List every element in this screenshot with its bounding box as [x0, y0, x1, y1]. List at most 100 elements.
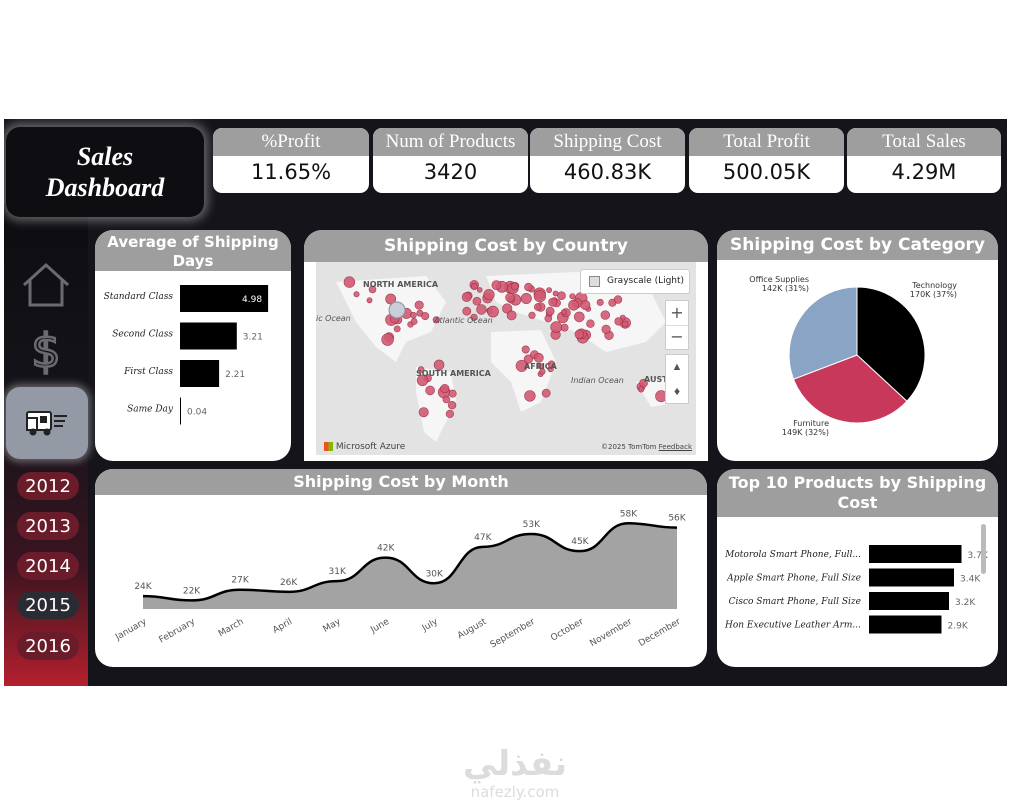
pie-slice-name: Furniture — [793, 419, 829, 428]
watermark: نفذلي nafezly.com — [450, 745, 580, 801]
bar[interactable] — [869, 615, 942, 634]
year-button-2015[interactable]: 2015 — [17, 591, 79, 619]
map-bubble — [410, 311, 417, 319]
map-bubble — [539, 368, 546, 375]
map-bubble — [537, 363, 544, 370]
area-line[interactable] — [142, 522, 678, 602]
pie-slice[interactable] — [856, 286, 926, 402]
map-bubble — [550, 321, 562, 333]
month-tick-label: April — [271, 617, 294, 636]
bar[interactable] — [180, 397, 181, 425]
month-tick-label: September — [489, 617, 537, 651]
map-nav-controls: ▲ ♦ — [665, 354, 689, 404]
map-label-australia: AUSTRAL — [644, 375, 685, 384]
bar[interactable] — [180, 322, 237, 350]
watermark-arabic: نفذلي — [462, 744, 568, 784]
map-bubble — [560, 309, 567, 316]
kpi-profit-percent: %Profit 11.65% — [213, 128, 369, 193]
dashboard-canvas: Sales Dashboard $ 2012 2013 2014 2015 20… — [4, 119, 1007, 686]
map-bubble — [580, 300, 591, 311]
map-bubble — [600, 310, 610, 320]
azure-logo: Microsoft Azure — [324, 442, 405, 452]
map-bubble — [462, 306, 472, 316]
panel-title: Top 10 Products by Shipping Cost — [717, 469, 998, 517]
map-bubble — [560, 323, 569, 332]
kpi-label: Total Sales — [847, 128, 1001, 156]
map-bubble — [470, 282, 478, 290]
kpi-value: 500.05K — [722, 160, 811, 184]
map-bubble — [476, 287, 483, 293]
year-button-2014[interactable]: 2014 — [17, 552, 79, 580]
bar-category-label: Standard Class — [104, 292, 174, 302]
bar-value-label: 0.04 — [187, 408, 207, 418]
month-tick-label: February — [157, 617, 197, 646]
month-tick-label: August — [456, 617, 489, 642]
bar-value-label: 3.4K — [960, 575, 981, 585]
map-bubble — [442, 395, 451, 404]
pitch-icon[interactable]: ▲ — [671, 361, 683, 373]
month-value-label: 53K — [523, 520, 541, 530]
map-bubble — [524, 282, 533, 292]
kpi-total-profit: Total Profit 500.05K — [689, 128, 844, 193]
bar-category-label: First Class — [123, 367, 173, 377]
map-bubble — [393, 325, 401, 333]
map-bubble — [366, 297, 373, 304]
feedback-link[interactable]: Feedback — [658, 443, 692, 451]
zoom-controls: + − — [665, 300, 689, 350]
map-bubble — [638, 386, 645, 393]
map-bubble — [483, 289, 495, 301]
bar-value-label: 4.98 — [242, 295, 262, 305]
bar[interactable] — [180, 285, 269, 312]
map-bubble — [417, 366, 425, 373]
map-bubble — [596, 298, 604, 306]
map-area[interactable]: NORTH AMERICA SOUTH AMERICA AFRICA AUSTR… — [316, 262, 696, 455]
panel-title: Average of Shipping Days — [95, 230, 291, 271]
map-bubble — [568, 299, 579, 311]
pie-slice[interactable] — [788, 286, 858, 380]
kpi-label: %Profit — [213, 128, 369, 156]
avg-shipping-days-panel: Average of Shipping Days Standard Class 4… — [95, 230, 291, 461]
tomtom-credit: ©2025 TomTom — [601, 443, 657, 451]
map-bubble — [447, 401, 457, 410]
zoom-out-button[interactable]: − — [666, 325, 688, 349]
scrollbar[interactable] — [981, 524, 986, 574]
map-label-atlantic: Atlantic Ocean — [434, 316, 493, 325]
compass-icon[interactable]: ♦ — [673, 384, 681, 398]
bar[interactable] — [869, 568, 954, 587]
home-icon[interactable] — [20, 259, 72, 311]
bar[interactable] — [869, 545, 962, 563]
map-label-indian: Indian Ocean — [571, 376, 624, 385]
zoom-in-button[interactable]: + — [670, 303, 684, 322]
kpi-label: Total Profit — [689, 128, 844, 156]
map-bubble — [461, 292, 472, 302]
month-value-label: 27K — [231, 576, 249, 586]
year-button-2016[interactable]: 2016 — [17, 632, 79, 660]
map-bubble — [521, 345, 530, 354]
year-button-2012[interactable]: 2012 — [17, 472, 79, 500]
year-button-2013[interactable]: 2013 — [17, 512, 79, 540]
bar[interactable] — [869, 592, 949, 610]
pie-slice[interactable] — [792, 354, 908, 424]
azure-brand-text: Microsoft Azure — [335, 442, 406, 452]
monthly-area-chart: 24K January 22K February 27K March 26K April 31K… — [113, 509, 687, 651]
shipping-map-panel: Shipping Cost by Country NORTH AMERICA S… — [304, 230, 708, 461]
month-tick-label: December — [637, 617, 683, 649]
map-bubble — [557, 291, 566, 301]
map-bubble — [510, 282, 519, 291]
kpi-value: 4.29M — [891, 160, 957, 184]
map-bubble — [541, 388, 551, 398]
delivery-nav-button[interactable] — [6, 387, 88, 459]
map-label-north-america: NORTH AMERICA — [363, 280, 439, 289]
map-bubble — [487, 305, 499, 318]
month-value-label: 42K — [377, 544, 395, 554]
map-bubble — [416, 374, 429, 387]
map-style-picker[interactable]: Grayscale (Light) — [580, 269, 690, 294]
avg-days-chart: Standard Class 4.98 Second Class 3.21 First … — [104, 285, 269, 425]
dollar-icon[interactable]: $ — [20, 323, 72, 375]
map-bubble — [546, 287, 552, 293]
map-label-pacific: ic Ocean — [316, 314, 351, 323]
bar[interactable] — [180, 360, 220, 387]
map-label-africa: AFRICA — [524, 362, 557, 371]
top-products-panel: Top 10 Products by Shipping Cost Motorol… — [717, 469, 998, 667]
